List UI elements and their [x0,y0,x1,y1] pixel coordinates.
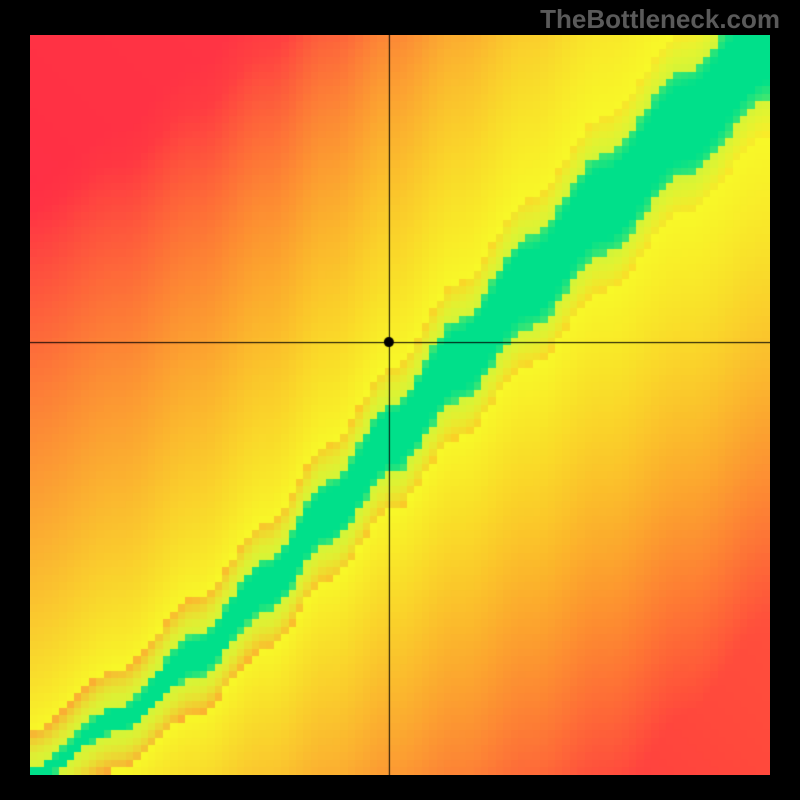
chart-container: TheBottleneck.com [0,0,800,800]
watermark-text: TheBottleneck.com [540,4,780,35]
bottleneck-heatmap [30,35,770,775]
